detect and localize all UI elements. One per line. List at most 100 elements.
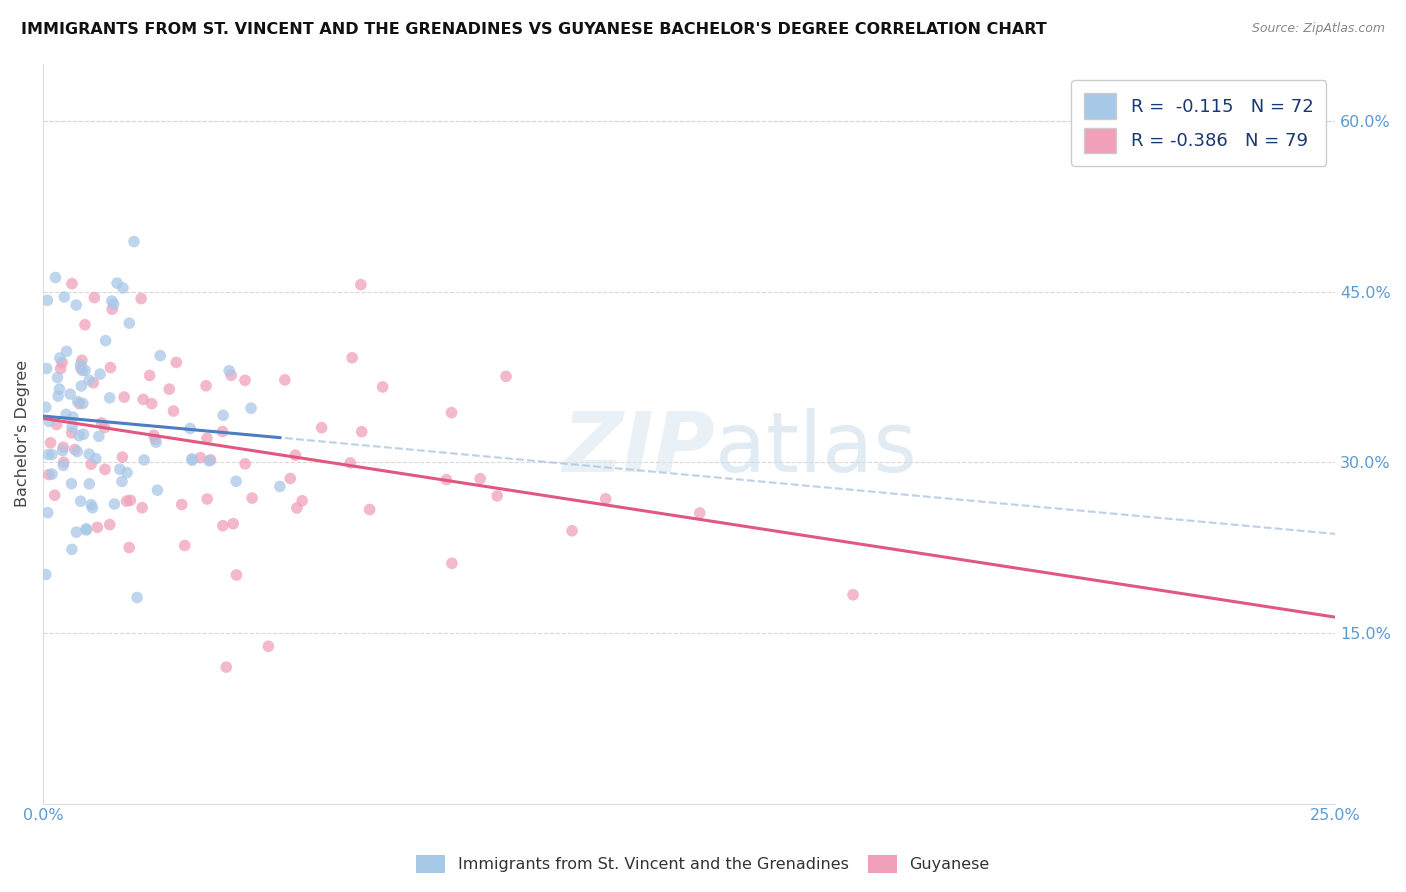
Point — [103, 297, 125, 311]
Point — [190, 450, 212, 465]
Point — [52, 443, 75, 458]
Point — [350, 425, 373, 439]
Point — [118, 541, 141, 555]
Point — [233, 457, 256, 471]
Point — [83, 291, 105, 305]
Point — [84, 451, 107, 466]
Point — [173, 539, 195, 553]
Point — [55, 344, 77, 359]
Point — [195, 378, 218, 392]
Point — [118, 316, 141, 330]
Point — [75, 523, 97, 537]
Point — [111, 450, 134, 464]
Point — [218, 364, 240, 378]
Point — [145, 433, 167, 447]
Point — [111, 475, 134, 489]
Point — [38, 467, 60, 482]
Point — [284, 448, 307, 462]
Point — [257, 640, 280, 654]
Point — [77, 447, 100, 461]
Point — [93, 420, 115, 434]
Point — [49, 351, 72, 365]
Point — [141, 397, 163, 411]
Point — [225, 475, 247, 489]
Point — [46, 389, 69, 403]
Point — [179, 421, 201, 435]
Point — [41, 448, 63, 462]
Point — [219, 368, 242, 383]
Point — [434, 473, 457, 487]
Point — [291, 493, 314, 508]
Point — [269, 479, 291, 493]
Point — [195, 431, 218, 445]
Point — [115, 494, 138, 508]
Point — [145, 435, 167, 450]
Point — [371, 380, 394, 394]
Point — [46, 370, 69, 384]
Point — [132, 392, 155, 407]
Point — [240, 491, 263, 505]
Point — [129, 292, 152, 306]
Point — [77, 373, 100, 387]
Point — [60, 476, 83, 491]
Point — [37, 293, 59, 308]
Point — [440, 557, 463, 571]
Point — [73, 318, 96, 332]
Point — [215, 660, 238, 674]
Point — [67, 397, 90, 411]
Point — [51, 355, 73, 369]
Point — [240, 401, 263, 416]
Point — [70, 353, 93, 368]
Point — [131, 500, 153, 515]
Point — [340, 351, 363, 365]
Point — [80, 457, 103, 471]
Point — [72, 427, 94, 442]
Point — [60, 542, 83, 557]
Point — [52, 440, 75, 454]
Point — [53, 290, 76, 304]
Point — [44, 270, 66, 285]
Point — [486, 489, 509, 503]
Point — [165, 355, 187, 369]
Point — [69, 494, 91, 508]
Point — [350, 277, 373, 292]
Point — [225, 568, 247, 582]
Point — [101, 302, 124, 317]
Point — [181, 451, 204, 466]
Point — [120, 493, 142, 508]
Point — [339, 456, 361, 470]
Point — [37, 506, 59, 520]
Point — [38, 414, 60, 428]
Point — [470, 472, 492, 486]
Point — [211, 425, 233, 439]
Text: IMMIGRANTS FROM ST. VINCENT AND THE GRENADINES VS GUYANESE BACHELOR'S DEGREE COR: IMMIGRANTS FROM ST. VINCENT AND THE GREN… — [21, 22, 1047, 37]
Point — [89, 367, 111, 381]
Point — [198, 454, 221, 468]
Point — [689, 506, 711, 520]
Point — [72, 363, 94, 377]
Point — [105, 276, 128, 290]
Point — [100, 293, 122, 308]
Point — [52, 455, 75, 469]
Point — [146, 483, 169, 498]
Point — [60, 277, 83, 291]
Point — [48, 382, 70, 396]
Point — [162, 404, 184, 418]
Point — [134, 453, 156, 467]
Point — [52, 458, 75, 473]
Point — [311, 420, 333, 434]
Y-axis label: Bachelor's Degree: Bachelor's Degree — [15, 360, 30, 508]
Point — [44, 488, 66, 502]
Point — [561, 524, 583, 538]
Point — [495, 369, 517, 384]
Point — [440, 406, 463, 420]
Point — [233, 373, 256, 387]
Point — [595, 491, 617, 506]
Point — [103, 497, 125, 511]
Point — [222, 516, 245, 531]
Point — [65, 298, 87, 312]
Point — [35, 567, 58, 582]
Text: ZIP: ZIP — [562, 409, 716, 489]
Point — [112, 390, 135, 404]
Point — [63, 442, 86, 457]
